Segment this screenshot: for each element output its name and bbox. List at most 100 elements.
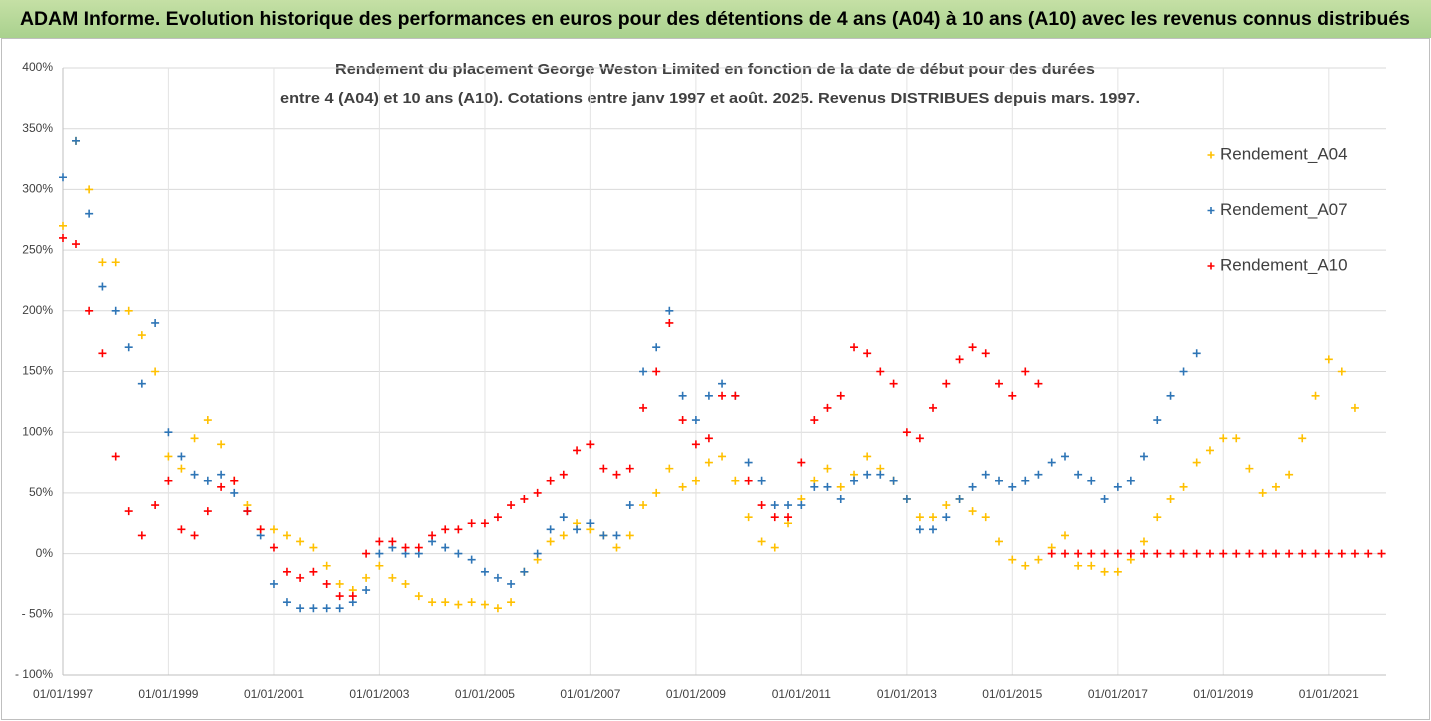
point [665,464,674,473]
point [1337,367,1346,376]
point [1205,549,1214,558]
point [639,501,648,510]
point [863,452,872,461]
point [480,600,489,609]
point [612,531,621,540]
point [1324,549,1333,558]
point [111,452,120,461]
point [203,476,212,485]
y-tick-label: - 100% [15,667,53,681]
point [665,318,674,327]
point [797,501,806,510]
point [71,136,80,145]
y-tick-label: 0% [36,546,54,560]
point [190,470,199,479]
point [401,579,410,588]
point [480,519,489,528]
point [652,367,661,376]
point [744,513,753,522]
point [375,537,384,546]
point [335,604,344,613]
point [718,452,727,461]
point [282,531,291,540]
point [1232,549,1241,558]
point [164,476,173,485]
point [335,592,344,601]
point [995,537,1004,546]
point [929,403,938,412]
point [111,306,120,315]
point [1192,549,1201,558]
point [124,507,133,516]
point [151,501,160,510]
point [493,573,502,582]
point [1298,434,1307,443]
point [757,537,766,546]
point [744,458,753,467]
y-tick-label: 100% [22,424,53,438]
point [243,507,252,516]
legend-label: Rendement_A04 [1220,144,1348,163]
point [296,604,305,613]
point [1126,549,1135,558]
point [810,482,819,491]
point [968,482,977,491]
chart-frame [1,38,1430,720]
point [520,567,529,576]
point [863,349,872,358]
point [190,434,199,443]
point [784,501,793,510]
point [533,549,542,558]
point [441,543,450,552]
point [1285,470,1294,479]
point [744,476,753,485]
point [1192,458,1201,467]
point [1258,549,1267,558]
point [282,567,291,576]
point [915,513,924,522]
point [1271,482,1280,491]
point [388,573,397,582]
point [823,482,832,491]
point [282,598,291,607]
point [1061,531,1069,540]
chart-title: ADAM Informe. Evolution historique des p… [20,9,1410,30]
point [322,561,331,570]
point [362,549,371,558]
point [296,537,305,546]
point [757,476,766,485]
point [59,233,67,242]
point [863,470,872,479]
point [770,501,779,510]
point [573,525,582,534]
point [915,434,924,443]
point [559,513,568,522]
y-tick-label: 200% [22,303,53,317]
point [546,476,555,485]
point [665,306,674,315]
point [652,488,661,497]
point [995,379,1004,388]
point [955,494,964,503]
point [335,579,344,588]
chart-subtitle: entre 4 (A04) et 10 ans (A10). Cotations… [280,90,1140,107]
point [1153,549,1162,558]
point [1100,549,1109,558]
point [467,598,476,607]
point [1008,482,1017,491]
point [902,428,911,437]
point [850,343,859,352]
point [1087,476,1096,485]
point [586,440,595,449]
point [981,349,990,358]
point [85,306,94,315]
point [1311,549,1320,558]
point [1113,549,1122,558]
legend-label: Rendement_A07 [1220,200,1348,219]
point [137,331,146,340]
point [810,416,819,425]
point [348,592,357,601]
point [1324,355,1333,364]
header-band [0,0,1431,38]
point [375,561,384,570]
